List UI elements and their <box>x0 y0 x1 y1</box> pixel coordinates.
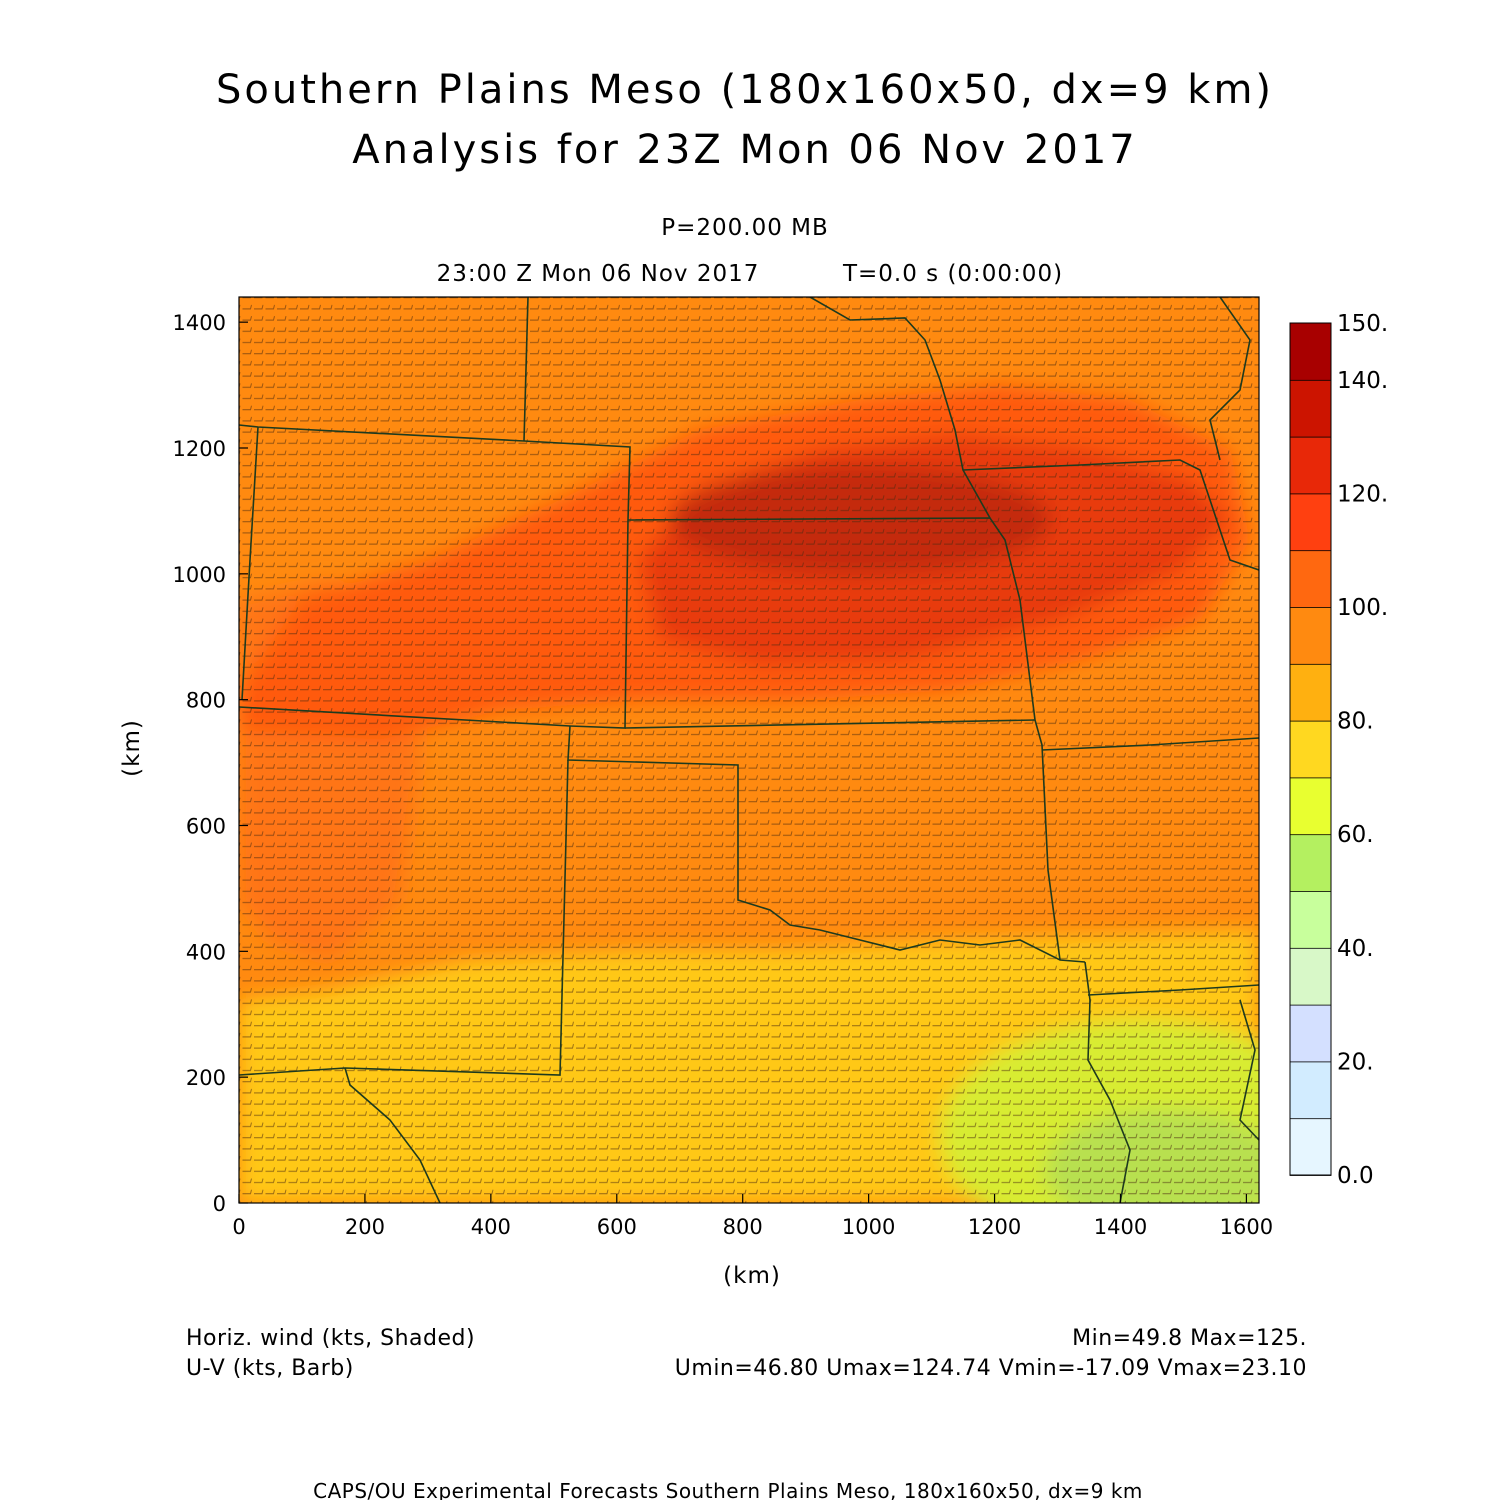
x-tick-label: 1200 <box>968 1215 1021 1239</box>
colorbar-bin <box>1289 947 1332 1006</box>
missouri-south-border <box>1087 984 1259 996</box>
wind-barbs <box>239 297 1259 1203</box>
y-tick-label: 400 <box>186 940 226 964</box>
map-area <box>239 297 1259 1203</box>
west-border <box>241 426 259 701</box>
colorbar-label: 40. <box>1337 936 1374 962</box>
x-tick-label: 600 <box>597 1215 637 1239</box>
iowa-border <box>962 459 1259 571</box>
x-tick-label: 1600 <box>1220 1215 1273 1239</box>
colorbar-bin <box>1289 549 1332 608</box>
credit-line: CAPS/OU Experimental Forecasts Southern … <box>313 1479 1143 1500</box>
x-tick-label: 400 <box>471 1215 511 1239</box>
colorbar-bin <box>1289 379 1332 438</box>
title-line2: Analysis for 23Z Mon 06 Nov 2017 <box>352 127 1138 173</box>
kansas-east-border <box>627 517 1061 961</box>
colorbar-frame <box>1289 322 1332 1176</box>
colorbar-label: 20. <box>1337 1049 1374 1075</box>
kansas-south-border <box>624 719 1036 729</box>
x-tick-label: 200 <box>345 1215 385 1239</box>
y-tick-label: 1000 <box>173 563 226 587</box>
uv-stats-text: Umin=46.80 Umax=124.74 Vmin=-17.09 Vmax=… <box>675 1356 1307 1381</box>
colorbar-bin <box>1289 833 1332 892</box>
colorbar-bin <box>1289 720 1332 779</box>
y-tick-label: 1200 <box>173 437 226 461</box>
colorbar-label: 120. <box>1337 481 1388 507</box>
oklahoma-border <box>567 725 1086 963</box>
x-axis: 0 200 400 600 800 1000 1200 1400 1600 <box>232 1194 1273 1239</box>
y-tick-label: 1400 <box>173 311 226 335</box>
y-tick-label: 800 <box>186 689 226 713</box>
x-tick-label: 800 <box>723 1215 763 1239</box>
colorbar-bin <box>1289 492 1332 552</box>
texas-river-border <box>344 1067 441 1203</box>
texas-panhandle-border <box>239 759 569 1076</box>
map-frame <box>238 296 1260 1204</box>
x-tick-label: 1400 <box>1094 1215 1147 1239</box>
colorbar-bin <box>1289 436 1332 495</box>
nebraska-border <box>809 297 991 519</box>
y-axis-label: (km) <box>119 719 145 777</box>
wyoming-border <box>523 297 529 442</box>
colorbar-label: 60. <box>1337 822 1374 848</box>
pressure-level: P=200.00 MB <box>661 215 829 241</box>
x-axis-label: (km) <box>723 1263 781 1289</box>
mississippi-river <box>1209 297 1251 461</box>
field-barb-label: U-V (kts, Barb) <box>186 1356 354 1381</box>
colorbar-bin <box>1289 606 1332 665</box>
colorbar-bin <box>1289 777 1332 836</box>
missouri-north-border <box>1041 737 1259 751</box>
min-max-text: Min=49.8 Max=125. <box>1072 1326 1307 1351</box>
x-tick-label: 0 <box>232 1215 245 1239</box>
valid-time: 23:00 Z Mon 06 Nov 2017 <box>437 261 760 287</box>
colorbar-bin <box>1289 890 1332 949</box>
east-river <box>1239 999 1259 1141</box>
field-shaded-label: Horiz. wind (kts, Shaded) <box>186 1326 475 1351</box>
colorbar-label: 100. <box>1337 595 1388 621</box>
colorbar-label: 0.0 <box>1337 1163 1374 1189</box>
colorbar-label: 150. <box>1337 311 1388 337</box>
colorbar-label: 140. <box>1337 368 1388 394</box>
forecast-time: T=0.0 s (0:00:00) <box>842 261 1063 287</box>
y-tick-label: 0 <box>213 1192 226 1216</box>
arkansas-border <box>1084 961 1131 1203</box>
colorbar-bin <box>1289 1004 1332 1063</box>
colorbar-bin <box>1289 322 1332 381</box>
y-tick-label: 200 <box>186 1066 226 1090</box>
y-tick-label: 600 <box>186 815 226 839</box>
state-boundaries <box>239 297 1259 1203</box>
colorbar-bin <box>1289 1061 1332 1120</box>
y-axis: 0 200 400 600 800 1000 1200 1400 <box>173 311 248 1216</box>
colorbar: 0.0 20. 40. 60. 80. 100. 120. 140. 150. <box>1289 311 1388 1189</box>
title-line1: Southern Plains Meso (180x160x50, dx=9 k… <box>216 67 1274 113</box>
x-tick-label: 1000 <box>842 1215 895 1239</box>
colorbar-bin <box>1289 663 1332 722</box>
colorado-border <box>239 424 631 729</box>
colorbar-bin <box>1289 1117 1332 1176</box>
colorbar-label: 80. <box>1337 709 1374 735</box>
